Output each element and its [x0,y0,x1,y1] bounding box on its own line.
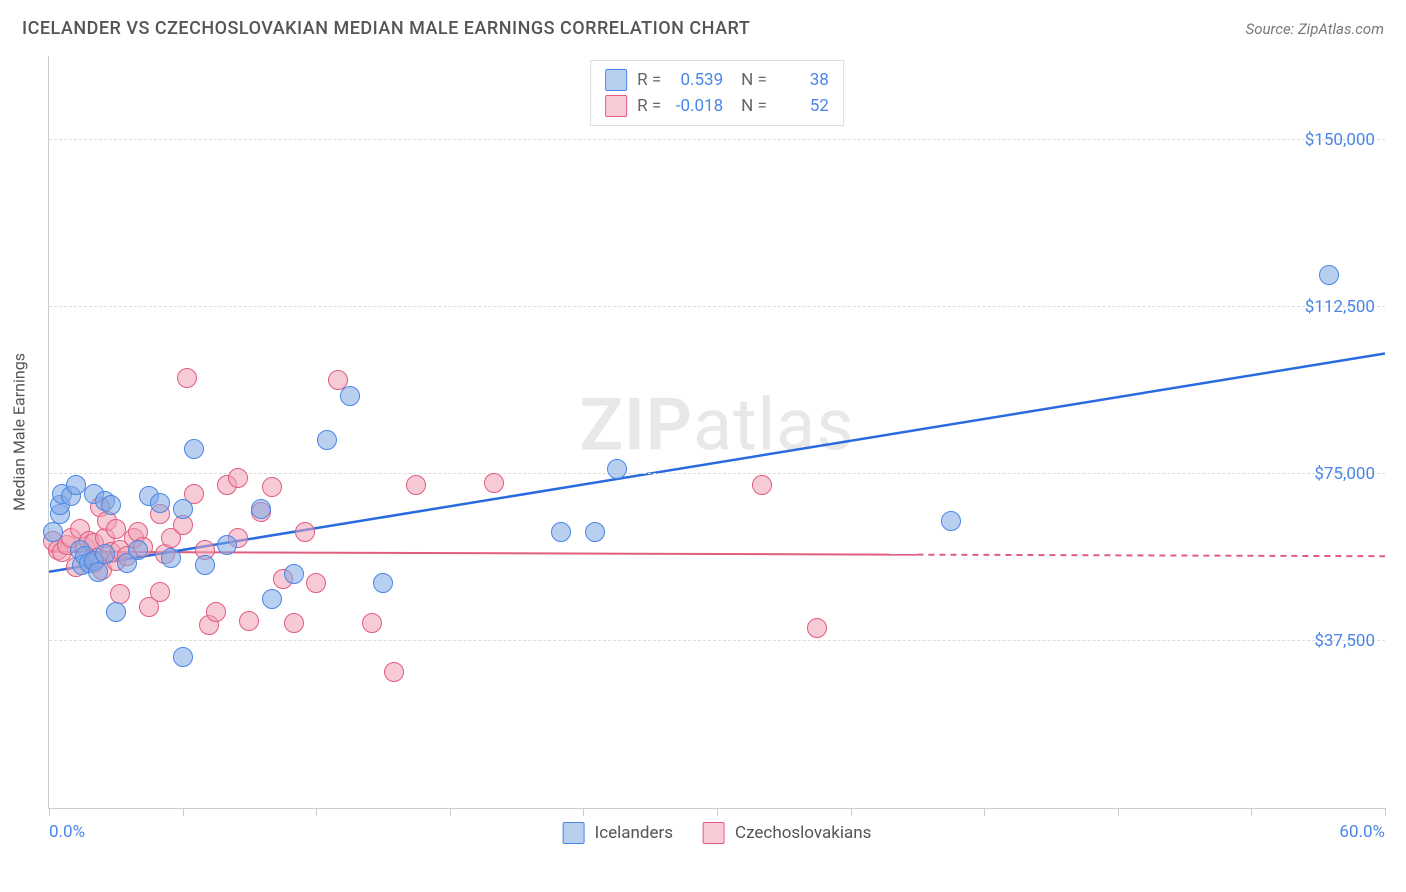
swatch-czech-icon [605,95,627,117]
x-tick [1385,808,1386,816]
legend-row-czech: R = -0.018 N = 52 [605,93,829,119]
data-point-icelander [195,555,215,575]
x-tick [851,808,852,816]
plot-area: ZIPatlas Median Male Earnings R = 0.539 … [48,56,1385,809]
series-legend: Icelanders Czechoslovakians [563,822,872,844]
x-tick [717,808,718,816]
data-point-icelander [251,499,271,519]
gridline [49,473,1385,474]
data-point-icelander [173,647,193,667]
data-point-icelander [941,511,961,531]
data-point-czech [228,468,248,488]
data-point-czech [752,475,772,495]
data-point-icelander [551,522,571,542]
data-point-icelander [128,540,148,560]
legend-label: Icelanders [595,823,673,843]
y-tick-label: $112,500 [1305,297,1375,317]
data-point-czech [384,662,404,682]
x-tick [984,808,985,816]
x-axis-label: 60.0% [1339,822,1385,842]
data-point-icelander [101,495,121,515]
data-point-icelander [373,573,393,593]
gridline [49,139,1385,140]
legend-item-icelanders: Icelanders [563,822,673,844]
x-axis-label: 0.0% [49,822,85,842]
y-axis-title: Median Male Earnings [10,353,29,511]
gridline [49,640,1385,641]
y-tick-label: $37,500 [1314,631,1375,651]
data-point-czech [239,611,259,631]
y-tick-label: $75,000 [1314,464,1375,484]
swatch-czech-icon [703,822,725,844]
data-point-icelander [161,548,181,568]
correlation-legend: R = 0.539 N = 38 R = -0.018 N = 52 [590,60,844,126]
data-point-czech [206,602,226,622]
data-point-icelander [217,535,237,555]
regression-lines [49,56,1385,808]
data-point-icelander [88,562,108,582]
data-point-czech [295,522,315,542]
x-tick [49,808,50,816]
data-point-icelander [106,602,126,622]
gridline [49,306,1385,307]
y-tick-label: $150,000 [1305,130,1375,150]
source-attribution: Source: ZipAtlas.com [1246,20,1384,38]
x-tick [583,808,584,816]
data-point-czech [406,475,426,495]
watermark: ZIPatlas [579,383,854,468]
data-point-czech [150,582,170,602]
data-point-czech [362,613,382,633]
x-tick [316,808,317,816]
data-point-icelander [150,493,170,513]
data-point-czech [177,368,197,388]
data-point-icelander [284,564,304,584]
data-point-icelander [317,430,337,450]
chart-title: ICELANDER VS CZECHOSLOVAKIAN MEDIAN MALE… [22,18,750,39]
data-point-icelander [173,499,193,519]
swatch-icelanders-icon [563,822,585,844]
data-point-icelander [95,544,115,564]
x-tick [450,808,451,816]
data-point-icelander [585,522,605,542]
data-point-czech [306,573,326,593]
data-point-czech [807,618,827,638]
data-point-czech [484,473,504,493]
legend-item-czech: Czechoslovakians [703,822,871,844]
legend-label: Czechoslovakians [735,823,871,843]
swatch-icelanders-icon [605,69,627,91]
x-tick [1118,808,1119,816]
x-tick [183,808,184,816]
data-point-icelander [607,459,627,479]
data-point-icelander [262,589,282,609]
data-point-icelander [1319,265,1339,285]
data-point-icelander [43,522,63,542]
data-point-icelander [184,439,204,459]
legend-row-icelanders: R = 0.539 N = 38 [605,67,829,93]
x-tick [1251,808,1252,816]
data-point-czech [262,477,282,497]
data-point-czech [284,613,304,633]
data-point-icelander [340,386,360,406]
